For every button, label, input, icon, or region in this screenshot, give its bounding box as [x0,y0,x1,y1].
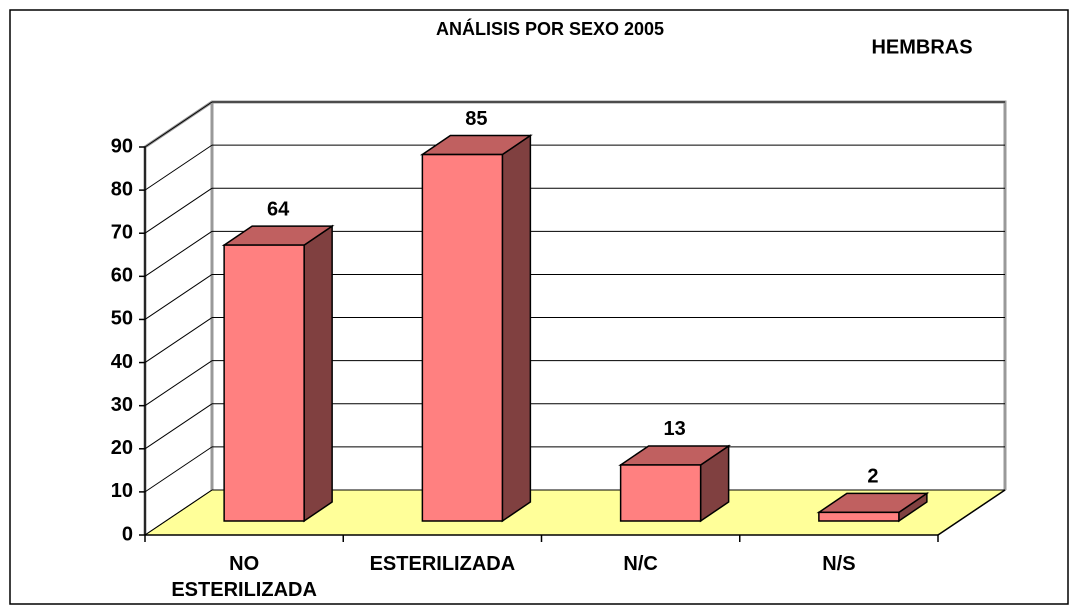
y-tick-label: 30 [111,394,133,416]
bar-side [501,134,532,523]
bar [818,511,900,522]
x-axis-right [937,489,1006,536]
grid-line [144,230,213,277]
x-tick-label: ESTERILIZADA [369,553,516,575]
grid-line [144,360,213,407]
value-label: 2 [867,466,878,488]
grid-line [144,274,213,320]
grid-line [144,101,213,148]
y-tick-label: 60 [111,265,133,287]
y-tick-label: 50 [111,308,133,330]
bar-side [303,224,333,523]
grid-line [144,144,213,191]
value-label: 85 [465,108,487,130]
bar [421,153,504,522]
x-tick-label: N/S [822,553,856,575]
chart-title: ANÁLISIS POR SEXO 2005 [436,18,664,39]
value-label: 64 [267,198,290,220]
bar [619,464,702,522]
y-tick-label: 40 [111,351,133,373]
chart-subtitle: HEMBRAS [871,36,972,58]
x-tick-label: N/C [623,553,658,575]
grid-line [144,187,213,234]
y-tick-label: 10 [111,480,133,502]
y-tick-label: 0 [122,523,133,545]
grid-line [144,446,213,493]
grid-line [144,489,213,536]
y-tick-label: 20 [111,437,133,459]
bar [223,244,305,522]
value-label: 13 [664,418,686,440]
grid-line [144,403,213,450]
x-tick-label: NO ESTERILIZADA [171,553,317,601]
y-tick-label: 80 [111,178,133,200]
grid-line [144,317,213,363]
y-tick-label: 90 [111,135,133,157]
y-tick-label: 70 [111,222,133,244]
